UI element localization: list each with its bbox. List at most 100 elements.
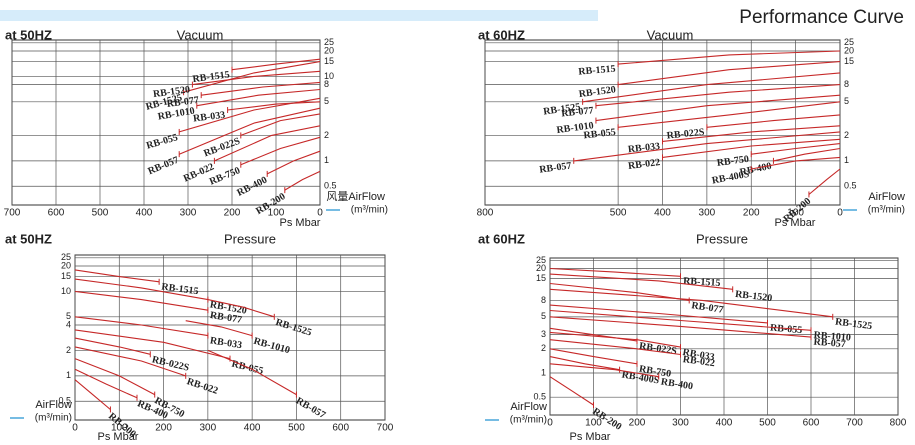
curve [74,379,111,410]
curve [74,316,208,337]
curve [74,269,160,283]
frequency-label: at 50HZ [5,231,52,246]
y-tick-label: 5 [66,311,71,321]
x-tick-label: 600 [803,418,820,429]
y-tick-label: 25 [536,255,546,265]
curve [74,358,155,396]
x-tick-label: 100 [268,208,285,219]
y-tick-label: 4 [66,319,71,329]
curve [549,339,681,356]
curve-label: RB-1525 [274,317,313,339]
x-tick-label: 100 [585,418,602,429]
y-tick-label: 8 [324,79,329,89]
frequency-label: at 60HZ [478,231,525,246]
x-tick-label: 0 [547,418,553,429]
x-tick-label: 800 [477,208,494,219]
frequency-label: at 60HZ [478,27,525,42]
x-axis-label: Ps Mbar [570,431,611,443]
y-tick-label: 1 [324,155,329,165]
curve [207,349,297,396]
curve [618,101,841,128]
curve-label: RB-750 [638,364,672,380]
y-tick-label: 15 [61,271,71,281]
curve [201,81,321,96]
x-tick-label: 600 [48,208,65,219]
curve-label: RB-055 [145,132,179,152]
curve-label: RB-750 [716,154,749,169]
x-tick-label: 700 [4,208,21,219]
y-tick-label: 0.5 [324,181,337,191]
curve-label: RB-022S [202,136,242,160]
x-tick-label: 0 [72,423,78,434]
curve [178,107,321,155]
curve [549,356,620,371]
curve [231,58,321,71]
curve [549,331,681,348]
y-tick-label: 15 [324,56,334,66]
curve [595,84,841,107]
y-tick-label: 15 [536,273,546,283]
y-tick-label: 25 [61,252,71,262]
curve-label: RB-057 [813,337,846,351]
curve-label: RB-1525 [834,317,872,333]
curve [214,125,321,162]
curve [549,376,594,406]
x-tick-label: 500 [92,208,109,219]
curve-label: RB-033 [209,335,243,351]
curve-label: RB-033 [627,141,660,155]
x-tick-label: 100 [787,208,804,219]
curve-label: RB-1520 [152,84,190,100]
curve [549,273,733,290]
x-tick-label: 400 [716,418,733,429]
x-tick-label: 0 [837,208,843,219]
y-tick-label: 5 [541,311,546,321]
curve [183,61,321,93]
y-axis-unit: (m³/min) [351,205,388,216]
y-tick-label: 25 [844,37,854,47]
curve [618,50,841,65]
y-tick-label: 10 [61,286,71,296]
curve-label: RB-1515 [192,69,230,85]
y-axis-label: AirFlow [868,191,905,203]
curve-label: RB-1515 [578,64,616,78]
curve-label: RB-057 [146,155,180,178]
curve-label: RB-1515 [683,276,721,289]
x-tick-label: 100 [111,423,128,434]
x-axis-label: Ps Mbar [98,431,139,443]
frequency-label: at 50HZ [5,27,52,42]
curve [240,136,321,166]
x-tick-label: 400 [244,423,261,434]
y-tick-label: 2 [541,343,546,353]
curve-label: RB-1520 [735,289,773,304]
y-axis-unit: (m³/min) [868,205,905,216]
curve [706,114,841,128]
y-tick-label: 20 [324,45,334,55]
y-tick-label: 5 [324,96,329,106]
curve-label: RB-077 [166,95,199,110]
y-tick-label: 1 [844,155,849,165]
x-tick-label: 300 [200,423,217,434]
curve [240,113,321,136]
y-tick-label: 25 [324,37,334,47]
curve-label: RB-055 [583,127,616,141]
x-tick-label: 600 [332,423,349,434]
x-tick-label: 800 [890,418,907,429]
curve-label: RB-022 [185,376,219,397]
curve-label: RB-057 [294,395,327,421]
curve [74,278,208,301]
y-axis-label: AirFlow [510,401,547,413]
x-tick-label: 500 [610,208,627,219]
y-tick-label: 0.5 [533,392,546,402]
y-tick-label: 8 [844,79,849,89]
curve-label: RB-1525 [543,102,581,118]
curve [185,320,253,337]
curve [192,70,321,86]
curve-label: RB-400 [660,376,694,392]
x-tick-label: 500 [288,423,305,434]
curve [74,368,138,399]
x-tick-label: 700 [846,418,863,429]
chart-title: Pressure [696,231,748,246]
y-axis-unit: (m³/min) [35,413,72,424]
y-axis-label: 风量AirFlow [326,190,385,203]
curve [751,143,841,155]
